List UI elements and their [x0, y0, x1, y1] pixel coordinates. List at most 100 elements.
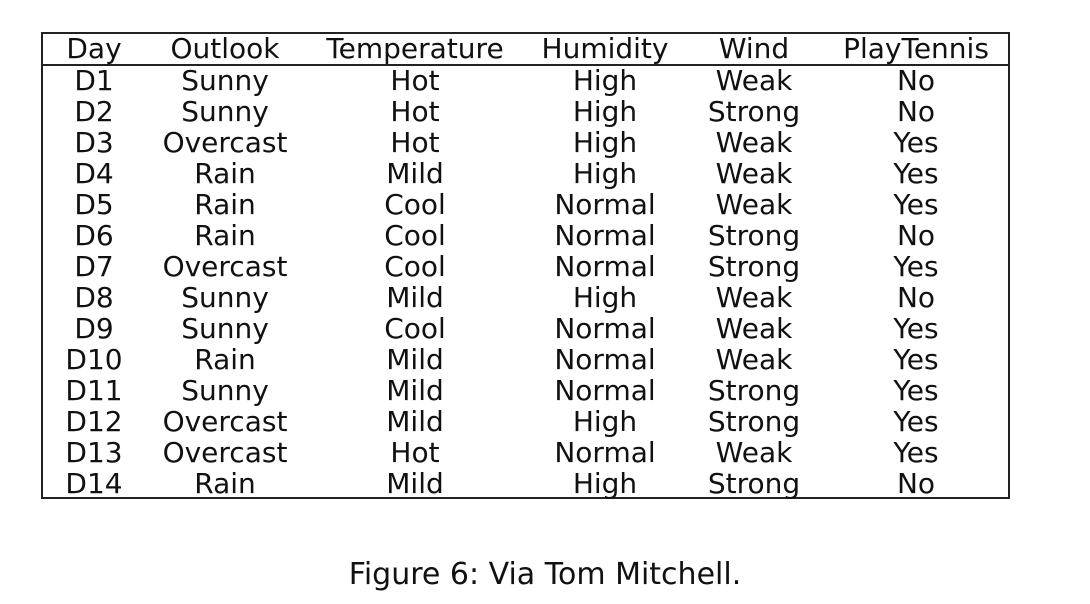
table-cell-day: D12	[65, 405, 123, 438]
table-row: D2 Sunny Hot High Strong No	[43, 97, 1008, 128]
table-cell-temperature: Hot	[390, 126, 440, 159]
table-cell-day: D8	[74, 281, 114, 314]
table-cell-humidity: Normal	[554, 436, 656, 469]
table-cell-temperature: Cool	[384, 250, 446, 283]
table-cell-day: D6	[74, 219, 114, 252]
table-cell-outlook: Overcast	[162, 405, 288, 438]
table-row: D3 Overcast Hot High Weak Yes	[43, 128, 1008, 159]
figure-caption: Figure 6: Via Tom Mitchell.	[348, 557, 742, 592]
table-cell-outlook: Sunny	[181, 64, 269, 97]
table-cell-wind: Strong	[707, 250, 801, 283]
table-cell-playtennis: Yes	[893, 343, 939, 376]
table-cell-wind: Strong	[707, 405, 801, 438]
table-cell-wind: Weak	[715, 188, 793, 221]
table-cell-humidity: High	[572, 467, 638, 500]
table-cell-humidity: Normal	[554, 219, 656, 252]
table-row: D6 Rain Cool Normal Strong No	[43, 221, 1008, 252]
table-cell-temperature: Hot	[390, 64, 440, 97]
table-cell-wind: Weak	[715, 64, 793, 97]
column-header-temperature: Temperature	[326, 32, 504, 65]
table-cell-day: D10	[65, 343, 123, 376]
table-cell-day: D9	[74, 312, 114, 345]
table-cell-humidity: Normal	[554, 250, 656, 283]
table-cell-wind: Weak	[715, 436, 793, 469]
table-cell-outlook: Overcast	[162, 436, 288, 469]
table-cell-temperature: Hot	[390, 436, 440, 469]
table-row: D1 Sunny Hot High Weak No	[43, 66, 1008, 97]
table-cell-humidity: High	[572, 157, 638, 190]
table-cell-wind: Strong	[707, 95, 801, 128]
table-cell-temperature: Cool	[384, 188, 446, 221]
column-header-wind: Wind	[718, 32, 790, 65]
table-cell-outlook: Rain	[194, 219, 256, 252]
table-cell-playtennis: No	[896, 281, 936, 314]
table-cell-playtennis: Yes	[893, 250, 939, 283]
table-row: D9 Sunny Cool Normal Weak Yes	[43, 314, 1008, 345]
table-cell-wind: Weak	[715, 312, 793, 345]
table-cell-wind: Strong	[707, 219, 801, 252]
table-cell-playtennis: Yes	[893, 157, 939, 190]
table-cell-playtennis: Yes	[893, 126, 939, 159]
table-cell-playtennis: Yes	[893, 188, 939, 221]
table-row: D13 Overcast Hot Normal Weak Yes	[43, 438, 1008, 469]
table-cell-humidity: High	[572, 95, 638, 128]
table-cell-day: D1	[74, 64, 114, 97]
column-header-humidity: Humidity	[541, 32, 669, 65]
table-cell-day: D14	[65, 467, 123, 500]
column-header-outlook: Outlook	[170, 32, 280, 65]
table-cell-day: D13	[65, 436, 123, 469]
table-cell-outlook: Overcast	[162, 250, 288, 283]
table-row: D10 Rain Mild Normal Weak Yes	[43, 345, 1008, 376]
table-cell-humidity: High	[572, 64, 638, 97]
table-cell-outlook: Rain	[194, 467, 256, 500]
column-header-day: Day	[66, 32, 122, 65]
table-cell-day: D2	[74, 95, 114, 128]
table-header-row: Day Outlook Temperature Humidity Wind PlayTen…	[43, 34, 1008, 66]
table-cell-humidity: Normal	[554, 343, 656, 376]
table-cell-wind: Strong	[707, 374, 801, 407]
table-cell-humidity: High	[572, 405, 638, 438]
table-cell-playtennis: No	[896, 95, 936, 128]
table-row: D14 Rain Mild High Strong No	[43, 469, 1008, 500]
table-cell-outlook: Sunny	[181, 95, 269, 128]
table-cell-outlook: Rain	[194, 343, 256, 376]
table-cell-playtennis: No	[896, 467, 936, 500]
table-cell-wind: Weak	[715, 157, 793, 190]
table-cell-temperature: Mild	[386, 281, 444, 314]
table-cell-humidity: Normal	[554, 188, 656, 221]
data-table: Day Outlook Temperature Humidity Wind PlayTen…	[41, 32, 1010, 499]
table-cell-playtennis: Yes	[893, 436, 939, 469]
table-cell-temperature: Cool	[384, 219, 446, 252]
table-cell-day: D11	[65, 374, 123, 407]
table-cell-wind: Strong	[707, 467, 801, 500]
table-cell-temperature: Mild	[386, 157, 444, 190]
table-row: D12 Overcast Mild High Strong Yes	[43, 407, 1008, 438]
table-cell-outlook: Overcast	[162, 126, 288, 159]
table-cell-temperature: Mild	[386, 374, 444, 407]
table-cell-day: D3	[74, 126, 114, 159]
table-cell-humidity: Normal	[554, 374, 656, 407]
table-row: D5 Rain Cool Normal Weak Yes	[43, 190, 1008, 221]
table-cell-temperature: Cool	[384, 312, 446, 345]
table-cell-temperature: Mild	[386, 405, 444, 438]
table-cell-humidity: Normal	[554, 312, 656, 345]
table-cell-wind: Weak	[715, 126, 793, 159]
table-cell-outlook: Sunny	[181, 374, 269, 407]
table-cell-wind: Weak	[715, 343, 793, 376]
table-cell-temperature: Mild	[386, 467, 444, 500]
table-cell-playtennis: No	[896, 64, 936, 97]
table-cell-playtennis: Yes	[893, 312, 939, 345]
table-cell-day: D5	[74, 188, 114, 221]
table-cell-playtennis: Yes	[893, 405, 939, 438]
table-cell-day: D7	[74, 250, 114, 283]
table-cell-outlook: Sunny	[181, 312, 269, 345]
table-cell-playtennis: Yes	[893, 374, 939, 407]
table-cell-temperature: Hot	[390, 95, 440, 128]
table-cell-temperature: Mild	[386, 343, 444, 376]
table-cell-outlook: Sunny	[181, 281, 269, 314]
table-row: D8 Sunny Mild High Weak No	[43, 283, 1008, 314]
table-row: D4 Rain Mild High Weak Yes	[43, 159, 1008, 190]
table-cell-humidity: High	[572, 126, 638, 159]
table-cell-playtennis: No	[896, 219, 936, 252]
table-cell-outlook: Rain	[194, 157, 256, 190]
